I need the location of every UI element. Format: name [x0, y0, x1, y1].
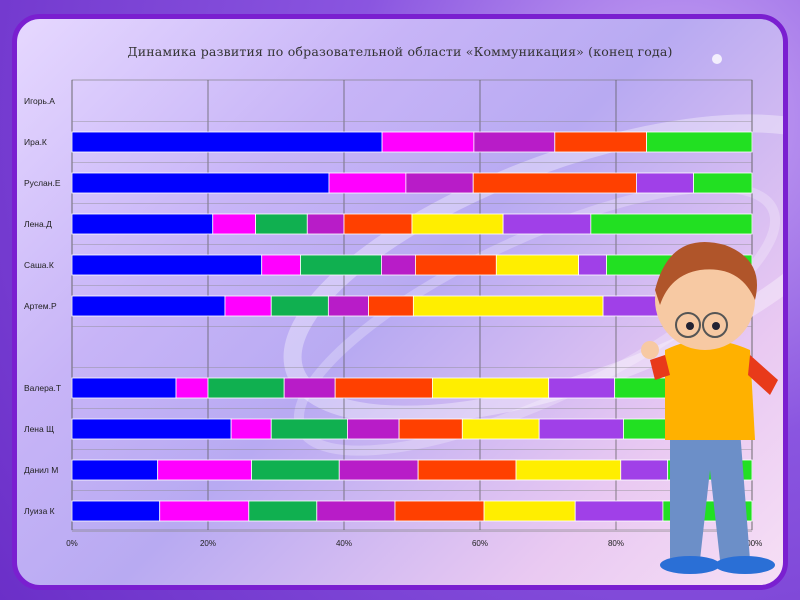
bar-segment [636, 172, 694, 194]
category-label: Луиза К [24, 506, 55, 516]
bar-segment [71, 377, 177, 399]
bar-segment [212, 213, 256, 235]
category-label: Данил М [24, 465, 58, 475]
category-label: Валера.Т [24, 383, 61, 393]
bar-segment [515, 459, 622, 481]
bar-segment [343, 213, 413, 235]
bar-segment [483, 500, 576, 522]
bar-segment [207, 377, 285, 399]
bar-segment [548, 377, 616, 399]
bar-segment [71, 131, 383, 153]
x-tick-label: 60% [472, 539, 488, 548]
x-tick-label: 20% [200, 539, 216, 548]
bar-segment [300, 254, 382, 276]
bar-segment [327, 295, 369, 317]
bar-segment [255, 213, 308, 235]
category-label: Лена.Д [24, 219, 52, 229]
bar-segment [398, 418, 463, 440]
bar-segment [346, 418, 400, 440]
bar-segment [270, 418, 348, 440]
bar-segment [693, 172, 753, 194]
category-label: Руслан.Е [24, 178, 61, 188]
bar-segment [472, 172, 637, 194]
bar-segment [261, 254, 301, 276]
category-label: Лена Щ [24, 424, 54, 434]
category-label: Ира.К [24, 137, 47, 147]
bar-segment [414, 254, 497, 276]
bar-segment [538, 418, 624, 440]
category-label: Игорь.А [24, 96, 55, 106]
bar-segment [380, 254, 416, 276]
bar-segment [270, 295, 329, 317]
bar-segment [71, 213, 214, 235]
bar-segment [71, 500, 161, 522]
x-tick-label: 100% [742, 539, 762, 548]
bar-segment [473, 131, 556, 153]
bar-segment [224, 295, 272, 317]
bar-segment [334, 377, 433, 399]
bar-segment [495, 254, 580, 276]
bar-segment [461, 418, 540, 440]
bar-segment [502, 213, 592, 235]
bar-segment [71, 418, 232, 440]
bar-segment [283, 377, 336, 399]
bar-segment [412, 295, 604, 317]
bar-segment [578, 254, 607, 276]
bar-segment [71, 172, 330, 194]
bar-segment [590, 213, 753, 235]
bar-segment [417, 459, 517, 481]
chart-title: Динамика развития по образовательной обл… [127, 44, 673, 59]
bar-segment [328, 172, 407, 194]
bar-segment [248, 500, 318, 522]
category-label: Артем.Р [24, 301, 57, 311]
bar-segment [71, 254, 263, 276]
bar-segment [316, 500, 396, 522]
bar-segment [230, 418, 272, 440]
bar-segment [646, 131, 753, 153]
bar-segment [368, 295, 414, 317]
bar-segment [159, 500, 250, 522]
bar-segment [157, 459, 252, 481]
bar-segment [251, 459, 340, 481]
x-tick-label: 0% [66, 539, 78, 548]
bar-segment [394, 500, 485, 522]
bar-segment [411, 213, 504, 235]
cartoon-boy-illustration [641, 242, 778, 574]
category-label: Саша.К [24, 260, 54, 270]
bar-segment [554, 131, 647, 153]
bar-segment [71, 459, 159, 481]
bar-segment [381, 131, 475, 153]
bar-segment [431, 377, 550, 399]
bar-segment [405, 172, 474, 194]
x-tick-label: 80% [608, 539, 624, 548]
bar-segment [306, 213, 345, 235]
x-tick-label: 40% [336, 539, 352, 548]
bar-segment [175, 377, 209, 399]
bar-segment [338, 459, 419, 481]
bar-segment [71, 295, 226, 317]
